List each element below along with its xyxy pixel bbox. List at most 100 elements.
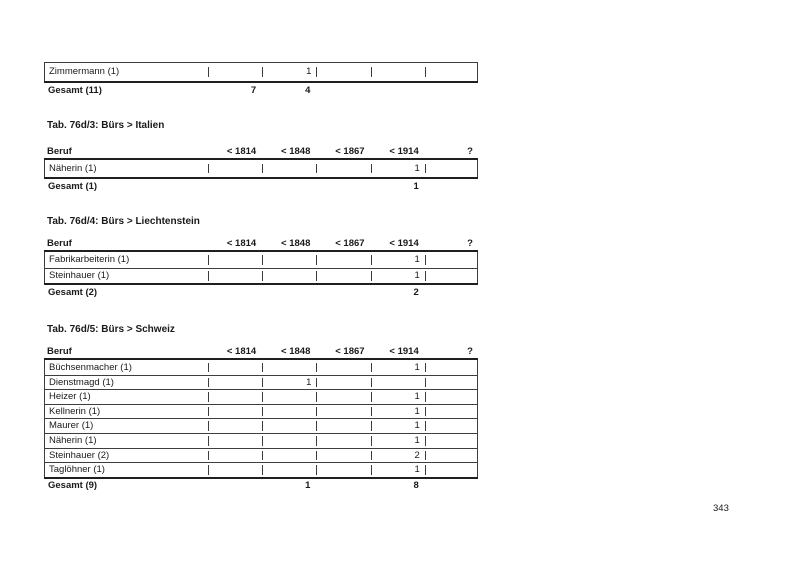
cell-value [316, 163, 370, 174]
cell-value [424, 421, 479, 431]
cell-value [208, 436, 262, 446]
cell-value [424, 362, 479, 373]
column-header: ? [467, 238, 473, 249]
table-row: Steinhauer (2) 2 [44, 447, 479, 463]
occupation-table-italien: Beruf < 1814 < 1848 < 1867 < 1914? Näherin (1… [44, 145, 478, 195]
cell-value [424, 67, 479, 77]
total-row: Gesamt (11) 7 4 [44, 81, 478, 99]
cell-value [208, 392, 262, 402]
cell-value [262, 450, 316, 461]
cell-value [370, 377, 425, 388]
cell-total-value: 4 [305, 86, 311, 96]
cell-value [424, 406, 479, 417]
cell-occupation: Kellnerin (1) [49, 406, 101, 417]
column-header-row: Beruf < 1814 < 1848 < 1867 < 1914? [44, 145, 478, 160]
cell-value [424, 255, 479, 265]
table-row: Fabrikarbeiterin (1) 1 [44, 252, 478, 268]
column-header: < 1814 [226, 146, 257, 157]
column-header: < 1848 [281, 238, 311, 249]
cell-total-value: 7 [250, 86, 257, 96]
cell-value [424, 450, 479, 461]
cell-total-value: 8 [413, 481, 419, 491]
cell-total-label: Gesamt (1) [48, 182, 98, 192]
cell-occupation: Zimmermann (1) [49, 67, 120, 77]
cell-value: 1 [262, 377, 316, 388]
table-row: Heizer (1) 1 [44, 389, 478, 404]
cell-value [370, 67, 425, 77]
cell-value [316, 450, 370, 461]
cell-total-value [261, 288, 315, 298]
cell-total-value [207, 288, 261, 298]
cell-occupation: Heizer (1) [49, 392, 91, 402]
cell-value [316, 436, 370, 446]
total-row: Gesamt (9) 1 8 [44, 476, 478, 493]
table-heading-schweiz: Tab. 76d/5: Bürs > Schweiz [47, 324, 175, 335]
total-row: Gesamt (2) 2 [44, 283, 478, 300]
table-row: Maurer (1) 1 [44, 418, 478, 433]
cell-total-value [261, 182, 315, 192]
table-row: Taglöhner (1) 1 [44, 462, 478, 477]
cell-total-value [424, 481, 478, 491]
cell-value [208, 465, 262, 475]
cell-value [262, 163, 316, 174]
cell-total-label: Gesamt (11) [48, 86, 102, 96]
cell-total-value [424, 86, 478, 96]
column-header: Beruf [47, 146, 72, 157]
column-header-row: Beruf < 1814 < 1848 < 1867 < 1914? [44, 237, 478, 252]
cell-total-value: 2 [413, 287, 419, 298]
cell-occupation: Fabrikarbeiterin (1) [49, 255, 130, 265]
continued-occupation-table: Zimmermann (1) 1 Gesamt (11) 7 4 [44, 62, 478, 99]
cell-value [316, 392, 370, 402]
cell-total-value [424, 182, 478, 192]
cell-occupation: Steinhauer (2) [49, 450, 110, 461]
cell-total-value [315, 182, 369, 192]
cell-occupation: Dienstmagd (1) [49, 377, 114, 388]
column-header-row: Beruf < 1814 < 1848 < 1867 < 1914? [44, 345, 478, 360]
table-row: Kellnerin (1) 1 [44, 403, 479, 419]
column-header: < 1914 [389, 146, 419, 157]
table-row: Näherin (1) 1 [44, 160, 478, 177]
cell-value [316, 255, 370, 265]
table-row: Zimmermann (1) 1 [44, 62, 478, 81]
cell-total-value [315, 481, 369, 491]
cell-occupation: Näherin (1) [49, 163, 97, 174]
cell-value: 1 [370, 465, 425, 475]
cell-value [316, 421, 370, 431]
table-heading-liechtenstein: Tab. 76d/4: Bürs > Liechtenstein [47, 216, 200, 227]
cell-value [208, 450, 262, 461]
cell-occupation: Steinhauer (1) [49, 271, 110, 281]
cell-value: 1 [370, 255, 425, 265]
cell-value: 1 [262, 67, 316, 77]
cell-total-value [315, 86, 369, 96]
cell-value [316, 377, 370, 388]
table-row: Näherin (1) 1 [44, 432, 478, 448]
cell-total-value: 1 [305, 481, 311, 491]
cell-value: 1 [370, 436, 425, 446]
cell-value [208, 255, 262, 265]
column-header: < 1914 [389, 346, 419, 357]
cell-total-value [424, 288, 478, 298]
cell-occupation: Näherin (1) [49, 436, 97, 446]
column-header: Beruf [47, 346, 72, 357]
cell-value [316, 406, 370, 417]
cell-value [208, 421, 262, 431]
cell-value [262, 392, 316, 402]
cell-value: 2 [370, 450, 425, 461]
cell-occupation: Taglöhner (1) [49, 465, 105, 475]
cell-value [316, 67, 370, 77]
cell-value: 1 [370, 406, 425, 417]
cell-value [208, 406, 262, 417]
occupation-table-liechtenstein: Beruf < 1814 < 1848 < 1867 < 1914? Fabrikarbe… [44, 237, 478, 300]
column-header: < 1867 [335, 146, 365, 157]
cell-value [262, 255, 316, 265]
column-header: < 1814 [226, 238, 257, 249]
cell-value: 1 [370, 392, 425, 402]
column-header: ? [467, 146, 473, 157]
total-row: Gesamt (1) 1 [44, 177, 478, 195]
cell-value [316, 465, 370, 475]
column-header: < 1814 [226, 346, 257, 357]
cell-total-label: Gesamt (2) [48, 287, 98, 298]
cell-value [262, 421, 316, 431]
occupation-table-schweiz: Beruf < 1814 < 1848 < 1867 < 1914? Büchsenmac… [44, 345, 478, 493]
